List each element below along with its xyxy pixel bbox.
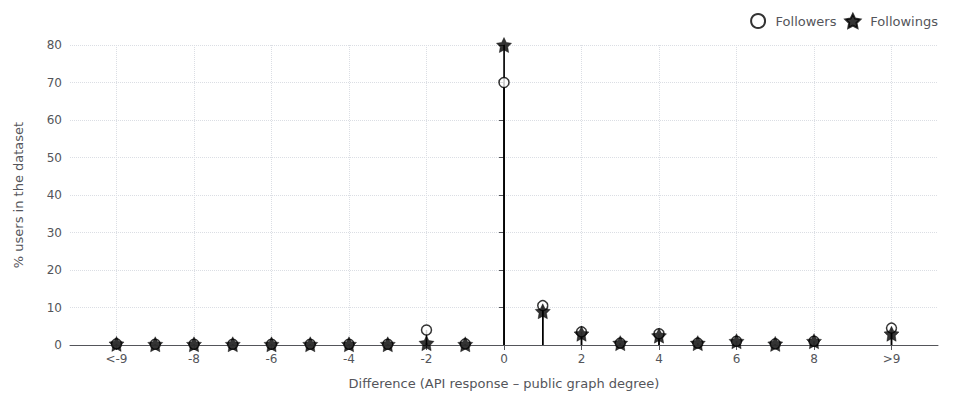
svg-text:2: 2 bbox=[578, 352, 586, 366]
svg-text:50: 50 bbox=[47, 151, 62, 165]
svg-text:Followings: Followings bbox=[870, 14, 938, 29]
svg-text:80: 80 bbox=[47, 38, 62, 52]
svg-text:<-9: <-9 bbox=[105, 352, 127, 366]
svg-text:8: 8 bbox=[810, 352, 818, 366]
svg-text:% users in the dataset: % users in the dataset bbox=[11, 122, 26, 268]
svg-text:10: 10 bbox=[47, 301, 62, 315]
svg-text:-8: -8 bbox=[188, 352, 200, 366]
svg-text:-2: -2 bbox=[421, 352, 433, 366]
svg-text:30: 30 bbox=[47, 226, 62, 240]
svg-text:0: 0 bbox=[500, 352, 508, 366]
svg-text:40: 40 bbox=[47, 188, 62, 202]
svg-text:0: 0 bbox=[54, 338, 62, 352]
svg-text:70: 70 bbox=[47, 76, 62, 90]
svg-text:>9: >9 bbox=[883, 352, 901, 366]
svg-text:-4: -4 bbox=[343, 352, 355, 366]
svg-text:20: 20 bbox=[47, 263, 62, 277]
svg-text:Difference (API response – pub: Difference (API response – public graph … bbox=[349, 376, 660, 391]
svg-text:4: 4 bbox=[655, 352, 663, 366]
svg-text:Followers: Followers bbox=[776, 14, 837, 29]
svg-text:6: 6 bbox=[733, 352, 741, 366]
svg-text:-6: -6 bbox=[266, 352, 278, 366]
svg-text:60: 60 bbox=[47, 113, 62, 127]
